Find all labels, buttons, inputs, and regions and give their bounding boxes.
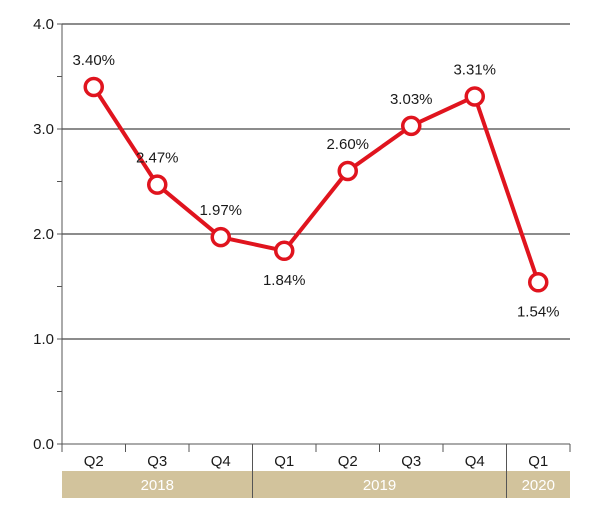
data-labels: 3.40% 2.47% 1.97% 1.84% 2.60% 3.03% 3.31% 1.54%	[72, 52, 559, 320]
data-label: 2.60%	[326, 136, 369, 153]
x-tick-label: Q4	[465, 453, 485, 470]
data-point	[210, 226, 231, 248]
data-point	[464, 86, 485, 107]
y-tick-label: 4.0	[33, 16, 54, 33]
data-point	[83, 76, 104, 98]
y-axis-tick-labels: 0.0 1.0 2.0 3.0 4.0	[33, 16, 54, 453]
y-tick-label: 3.0	[33, 121, 54, 138]
y-tick-label: 0.0	[33, 436, 54, 453]
gridlines	[62, 23, 570, 340]
data-point	[528, 272, 549, 293]
data-series	[83, 76, 549, 293]
data-point	[401, 115, 422, 137]
data-point	[274, 240, 295, 262]
year-label: 2020	[522, 477, 555, 494]
x-tick-label: Q1	[528, 453, 548, 470]
x-tick-label: Q3	[147, 453, 167, 470]
data-label: 2.47%	[136, 150, 179, 167]
data-label: 3.31%	[453, 61, 496, 78]
data-label: 3.03%	[390, 91, 433, 108]
year-label: 2018	[141, 477, 174, 494]
x-tick-label: Q4	[211, 453, 231, 470]
data-label: 3.40%	[72, 52, 115, 69]
year-band: 2018 2019 2020	[62, 444, 570, 498]
data-point	[337, 160, 358, 182]
x-tick-label: Q1	[274, 453, 294, 470]
axes	[57, 23, 571, 452]
y-tick-label: 2.0	[33, 226, 54, 243]
x-axis-tick-labels: Q2 Q3 Q4 Q1 Q2 Q3 Q4 Q1	[84, 453, 549, 470]
x-tick-label: Q3	[401, 453, 421, 470]
data-label: 1.84%	[263, 272, 306, 289]
x-tick-label: Q2	[84, 453, 104, 470]
y-tick-label: 1.0	[33, 331, 54, 348]
data-label: 1.97%	[199, 202, 242, 219]
year-label: 2019	[363, 477, 396, 494]
x-tick-label: Q2	[338, 453, 358, 470]
year-band-background	[62, 471, 570, 498]
series-line	[91, 85, 541, 285]
data-point	[147, 174, 168, 195]
data-label: 1.54%	[517, 303, 560, 320]
